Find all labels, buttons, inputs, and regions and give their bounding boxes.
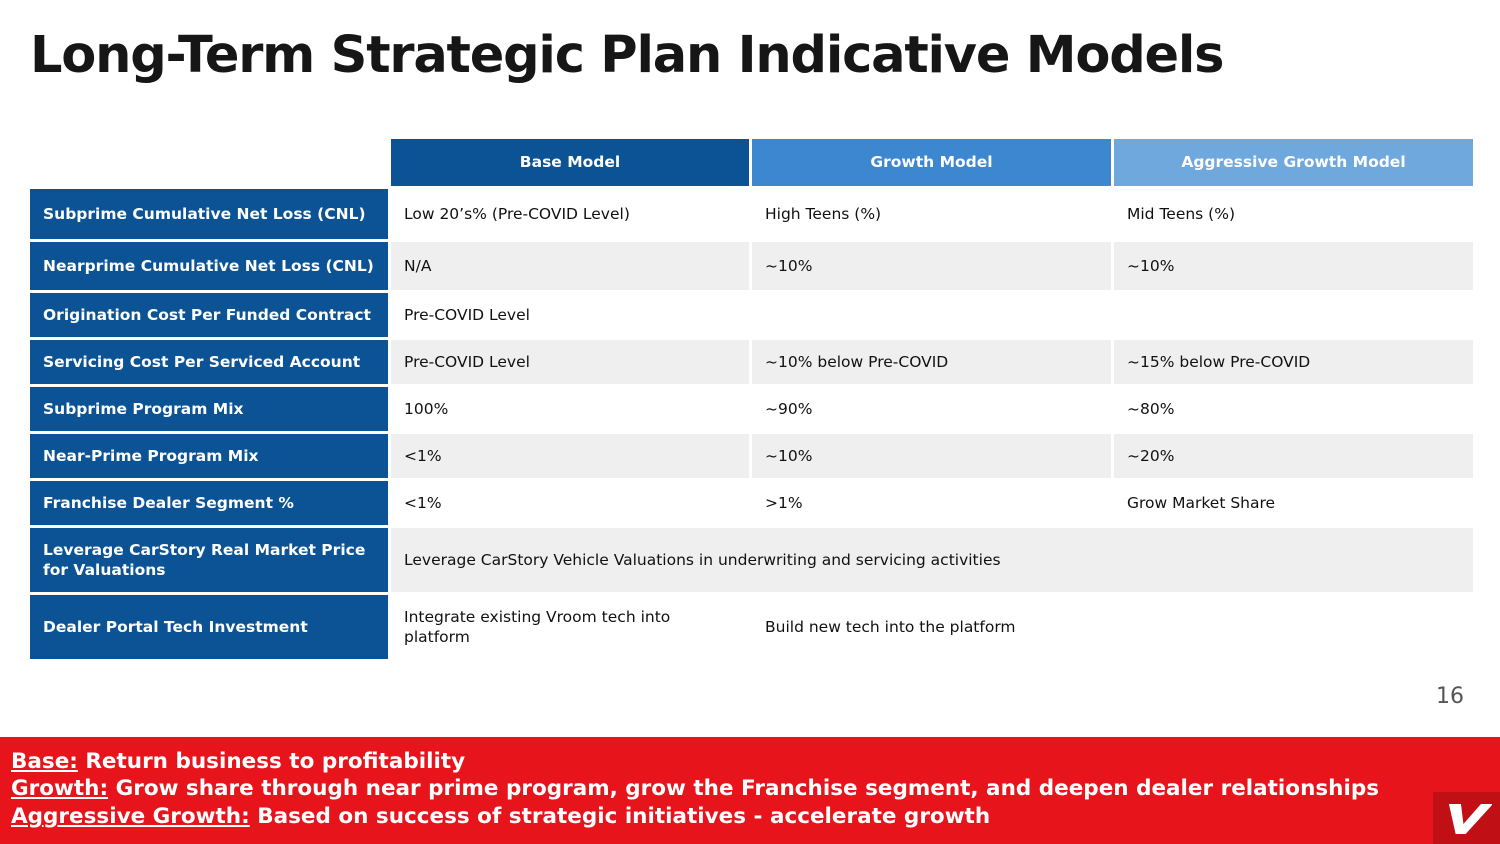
row-label-franchise-dealer: Franchise Dealer Segment % xyxy=(30,481,388,525)
row-label-subprime-cnl: Subprime Cumulative Net Loss (CNL) xyxy=(30,189,388,239)
cell-dealer-portal-base: Integrate existing Vroom tech into platf… xyxy=(391,595,749,659)
cell-nearprime-cnl-base: N/A xyxy=(391,242,749,290)
cell-near-prime-mix-aggressive: ~20% xyxy=(1114,434,1473,478)
vroom-v-logo-icon xyxy=(1433,792,1500,844)
cell-subprime-cnl-growth: High Teens (%) xyxy=(752,189,1111,239)
cell-near-prime-mix-growth: ~10% xyxy=(752,434,1111,478)
header-base-model: Base Model xyxy=(391,139,749,186)
row-label-carstory-valuations: Leverage CarStory Real Market Price for … xyxy=(30,528,388,592)
header-growth-model: Growth Model xyxy=(752,139,1111,186)
cell-carstory-valuations-all: Leverage CarStory Vehicle Valuations in … xyxy=(391,528,1473,592)
cell-near-prime-mix-base: <1% xyxy=(391,434,749,478)
cell-franchise-dealer-growth: >1% xyxy=(752,481,1111,525)
cell-subprime-cnl-base: Low 20’s% (Pre-COVID Level) xyxy=(391,189,749,239)
row-label-nearprime-cnl: Nearprime Cumulative Net Loss (CNL) xyxy=(30,242,388,290)
cell-subprime-cnl-aggressive: Mid Teens (%) xyxy=(1114,189,1473,239)
cell-subprime-mix-growth: ~90% xyxy=(752,387,1111,431)
table-corner xyxy=(30,139,388,186)
banner-line-base: Base: Return business to profitability xyxy=(11,749,465,774)
row-label-dealer-portal: Dealer Portal Tech Investment xyxy=(30,595,388,659)
banner-aggressive-key: Aggressive Growth: xyxy=(11,804,250,829)
banner-line-aggressive: Aggressive Growth: Based on success of s… xyxy=(11,804,990,829)
banner-line-growth: Growth: Grow share through near prime pr… xyxy=(11,776,1379,801)
row-label-subprime-mix: Subprime Program Mix xyxy=(30,387,388,431)
banner-base-text: Return business to profitability xyxy=(77,749,466,774)
cell-franchise-dealer-aggressive: Grow Market Share xyxy=(1114,481,1473,525)
row-label-origination-cost: Origination Cost Per Funded Contract xyxy=(30,293,388,337)
v-logo-glyph xyxy=(1448,804,1492,834)
cell-servicing-cost-aggressive: ~15% below Pre-COVID xyxy=(1114,340,1473,384)
models-table: Base Model Growth Model Aggressive Growt… xyxy=(30,139,1473,659)
cell-servicing-cost-base: Pre-COVID Level xyxy=(391,340,749,384)
cell-servicing-cost-growth: ~10% below Pre-COVID xyxy=(752,340,1111,384)
row-label-near-prime-mix: Near-Prime Program Mix xyxy=(30,434,388,478)
header-aggressive-growth-model: Aggressive Growth Model xyxy=(1114,139,1473,186)
cell-subprime-mix-aggressive: ~80% xyxy=(1114,387,1473,431)
cell-dealer-portal-growth-aggressive: Build new tech into the platform xyxy=(752,595,1473,659)
banner-growth-text: Grow share through near prime program, g… xyxy=(108,776,1380,801)
cell-origination-cost-all: Pre-COVID Level xyxy=(391,293,1473,337)
page-number: 16 xyxy=(1436,684,1464,709)
banner-base-key: Base: xyxy=(11,749,78,774)
cell-nearprime-cnl-aggressive: ~10% xyxy=(1114,242,1473,290)
cell-subprime-mix-base: 100% xyxy=(391,387,749,431)
summary-banner: Base: Return business to profitability G… xyxy=(0,737,1500,844)
cell-franchise-dealer-base: <1% xyxy=(391,481,749,525)
cell-nearprime-cnl-growth: ~10% xyxy=(752,242,1111,290)
banner-growth-key: Growth: xyxy=(11,776,109,801)
page-title: Long-Term Strategic Plan Indicative Mode… xyxy=(30,26,1225,85)
row-label-servicing-cost: Servicing Cost Per Serviced Account xyxy=(30,340,388,384)
banner-aggressive-text: Based on success of strategic initiative… xyxy=(249,804,991,829)
